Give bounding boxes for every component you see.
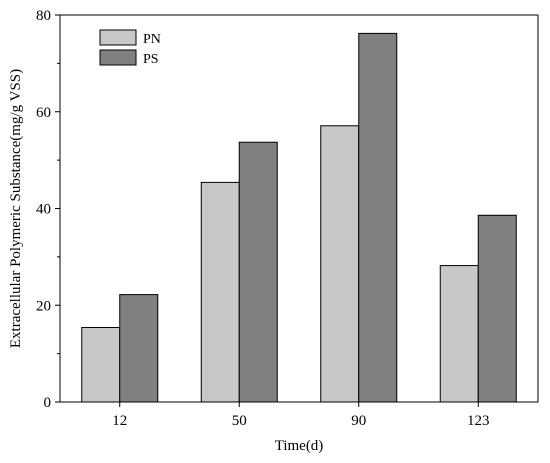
y-tick-label: 20 (36, 298, 51, 314)
y-ticks: 0 20 40 60 80 (36, 8, 60, 411)
x-ticks: 12 50 90 123 (112, 402, 490, 429)
legend-label-pn: PN (143, 32, 161, 47)
bar-ps-90 (358, 32, 398, 403)
legend-label-ps: PS (143, 52, 159, 67)
bars-layer (81, 32, 517, 403)
legend-swatch-ps (99, 49, 137, 66)
y-tick-label: 80 (36, 8, 51, 24)
y-axis-title: Extracellular Polymeric Substance(mg/g V… (8, 69, 24, 348)
bar-pn-123 (439, 265, 479, 403)
bar-ps-123 (477, 214, 517, 403)
bar-ps-12 (119, 294, 159, 403)
y-tick-label: 40 (36, 202, 51, 218)
y-tick-label: 60 (36, 105, 51, 121)
legend-swatch-pn (99, 29, 137, 46)
bar-pn-90 (320, 125, 360, 403)
x-tick-label: 12 (112, 413, 127, 429)
y-tick-label: 0 (44, 395, 52, 411)
bar-pn-12 (81, 327, 121, 403)
bar-ps-50 (238, 141, 278, 403)
x-tick-label: 123 (467, 413, 490, 429)
x-tick-label: 50 (232, 413, 247, 429)
legend: PN PS (99, 29, 161, 67)
bar-pn-50 (200, 181, 240, 403)
x-tick-label: 90 (351, 413, 366, 429)
x-axis-title: Time(d) (275, 438, 324, 454)
